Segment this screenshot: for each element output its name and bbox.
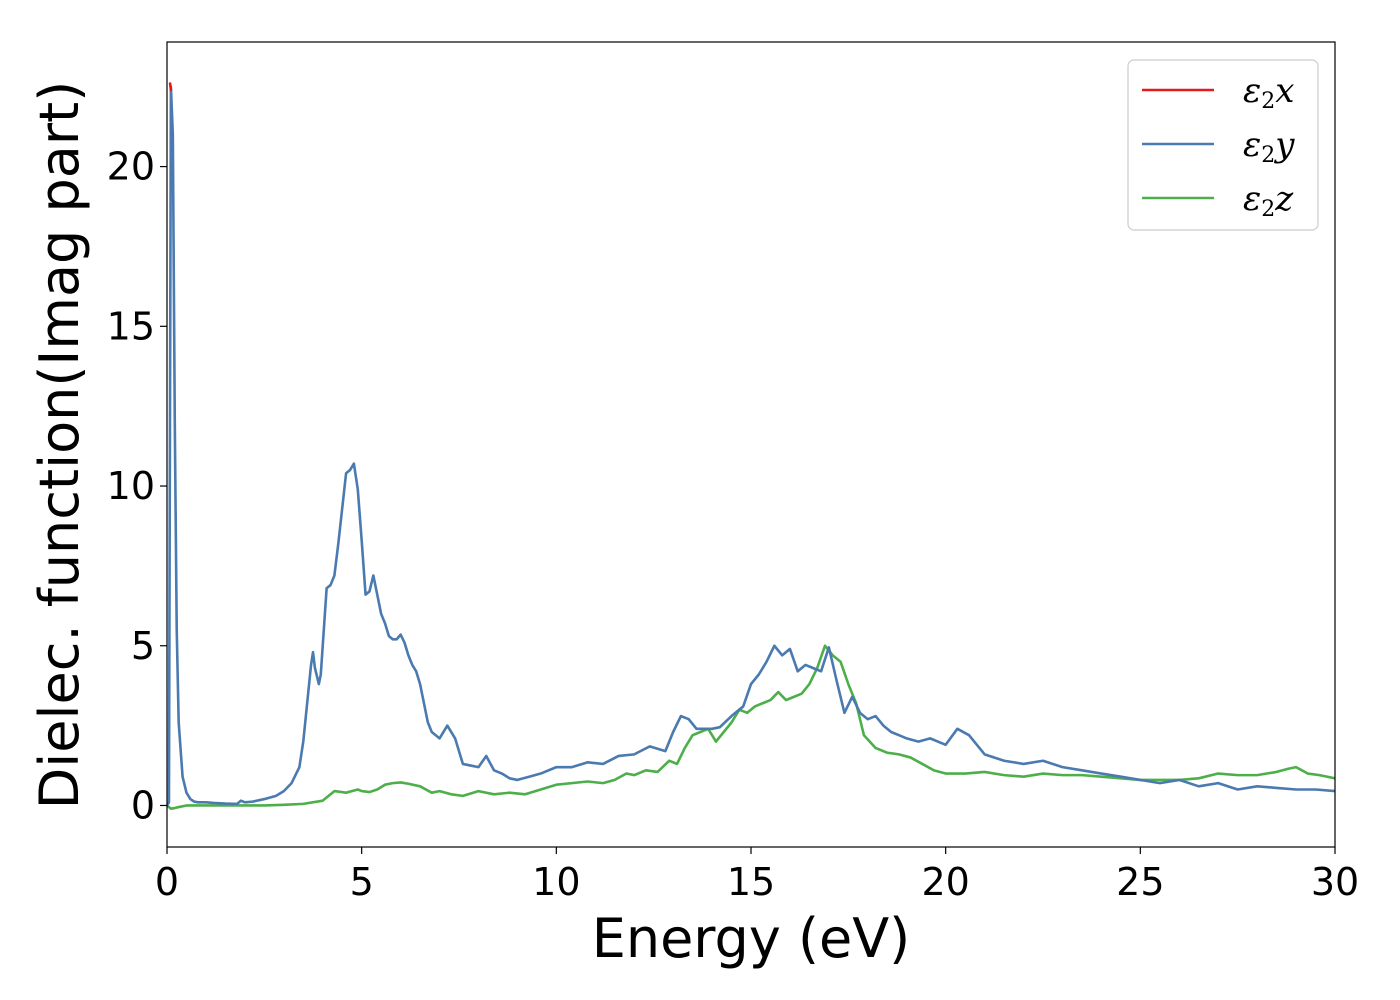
x-tick-label: 0: [155, 860, 179, 904]
x-tick-label: 20: [921, 860, 969, 904]
y-tick-label: 20: [107, 145, 155, 189]
x-tick-label: 15: [727, 860, 775, 904]
series-layer: [167, 82, 1335, 810]
y-tick-label: 0: [131, 783, 155, 827]
x-tick-label: 10: [532, 860, 580, 904]
y-axis-title: Dielec. function(Imag part): [28, 81, 91, 810]
x-tick-label: 25: [1116, 860, 1164, 904]
x-axis: 0 5 10 15 20 25 30: [155, 847, 1359, 904]
legend: ε2x ε2y ε2z: [1127, 59, 1319, 231]
legend-label-x: ε2x: [1243, 71, 1294, 114]
x-tick-label: 30: [1311, 860, 1359, 904]
legend-frame: [1127, 59, 1319, 231]
y-tick-label: 10: [107, 464, 155, 508]
series-line-x: [168, 82, 173, 92]
legend-entries: ε2x ε2y ε2z: [1142, 71, 1295, 222]
x-axis-title: Energy (eV): [592, 907, 911, 970]
y-axis: 0 5 10 15 20: [107, 145, 167, 827]
legend-label-z: ε2z: [1243, 179, 1294, 222]
legend-label-y: ε2y: [1243, 125, 1295, 168]
series-line-y: [167, 85, 1335, 807]
y-tick-label: 15: [107, 304, 155, 348]
y-tick-label: 5: [131, 624, 155, 668]
series-line-z: [167, 644, 1335, 810]
x-tick-label: 5: [350, 860, 374, 904]
